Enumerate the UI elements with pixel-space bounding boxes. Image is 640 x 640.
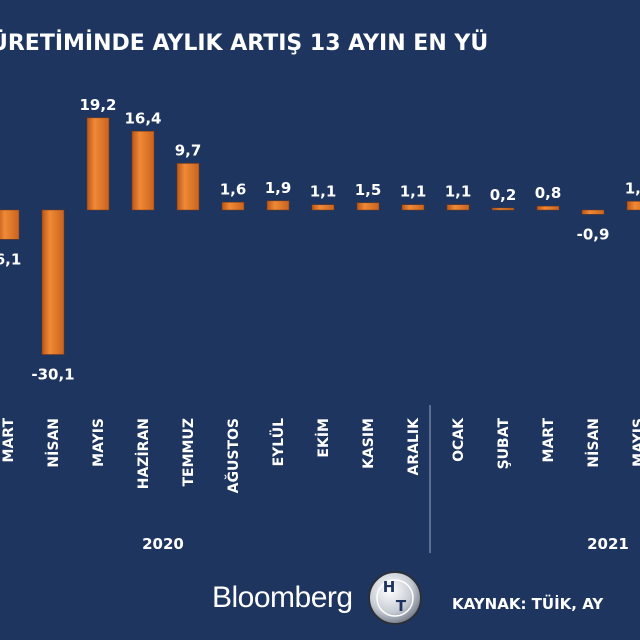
value-label: 1,5 <box>355 181 382 199</box>
category-label: MART <box>1 418 17 463</box>
bar <box>446 204 470 211</box>
category-label: MAYIS <box>631 418 640 467</box>
bar <box>86 117 110 211</box>
category-label: MART <box>541 418 557 463</box>
value-label: 0,2 <box>490 186 517 204</box>
value-label: 1,6 <box>220 180 247 198</box>
bar <box>626 201 640 211</box>
value-label: 1,1 <box>310 183 337 201</box>
category-label: TEMMUZ <box>181 418 197 487</box>
category-label: NİSAN <box>45 418 62 468</box>
value-label: 1,1 <box>400 183 427 201</box>
bar <box>581 209 605 215</box>
category-label: NİSAN <box>585 418 602 468</box>
category-labels-group: MART NİSAN MAYIS HAZİRAN TEMMUZ AĞUSTOS EYLÜL E… <box>1 417 640 493</box>
category-label: ARALIK <box>406 417 422 476</box>
value-label: 16,4 <box>124 109 161 127</box>
category-label: ŞUBAT <box>496 418 512 470</box>
bar <box>356 202 380 211</box>
bar <box>311 204 335 211</box>
bar <box>536 205 560 211</box>
value-label: 19,2 <box>79 96 116 114</box>
value-label: 6,1 <box>0 250 21 268</box>
category-label: MAYIS <box>91 418 107 467</box>
bar <box>176 163 200 211</box>
bar <box>221 202 245 211</box>
year-label: 2020 <box>142 535 184 553</box>
value-label: 0,8 <box>535 184 562 202</box>
category-label: AĞUSTOS <box>224 418 242 493</box>
bloomberg-logo: Bloomberg <box>212 581 353 614</box>
value-label: 1,1 <box>445 183 472 201</box>
bar <box>41 209 65 355</box>
value-label: 9,7 <box>175 141 202 159</box>
value-label: 1,9 <box>265 179 292 197</box>
value-label: -0,9 <box>577 225 610 243</box>
category-label: OCAK <box>451 417 467 462</box>
value-label: -30,1 <box>31 365 74 383</box>
value-label: 1,8 <box>625 179 640 197</box>
bar <box>0 209 20 240</box>
year-labels-group: 2020 2021 <box>142 535 629 553</box>
category-label: EKİM <box>315 418 332 458</box>
bar <box>266 200 290 211</box>
bar <box>401 204 425 211</box>
logo-letter-h: H <box>383 578 396 596</box>
ht-logo-icon: H T <box>368 571 422 625</box>
year-label: 2021 <box>587 535 629 553</box>
bars-group <box>0 117 640 355</box>
bar <box>131 131 155 211</box>
source-note: KAYNAK: TÜİK, AY <box>452 594 604 613</box>
bar <box>491 207 515 211</box>
logo-letter-t: T <box>396 597 407 615</box>
category-label: EYLÜL <box>269 418 287 466</box>
category-label: HAZİRAN <box>135 418 152 489</box>
category-label: KASIM <box>361 418 377 469</box>
value-labels-group: 6,1 -30,1 19,2 16,4 9,7 1,6 1,9 1,1 1,5 1,1 1,1 0,2… <box>0 96 640 384</box>
chart-title: ÜRETİMİNDE AYLIK ARTIŞ 13 AYIN EN YÜ <box>0 30 488 56</box>
